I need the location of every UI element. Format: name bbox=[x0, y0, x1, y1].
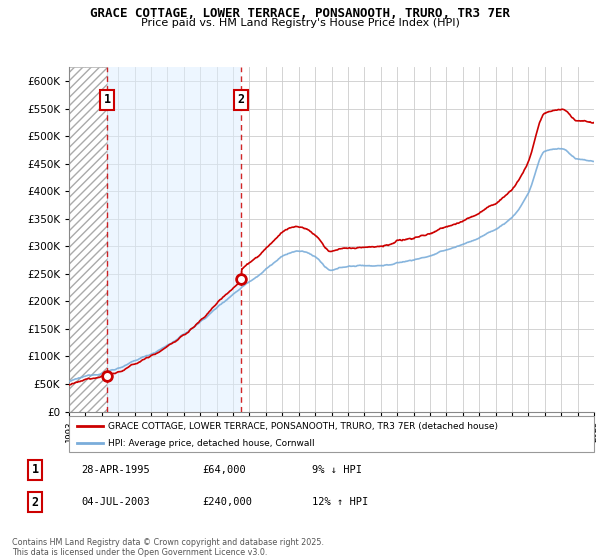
Text: £240,000: £240,000 bbox=[202, 497, 252, 507]
Text: 2: 2 bbox=[31, 496, 38, 508]
Text: 2: 2 bbox=[238, 94, 245, 106]
Text: 04-JUL-2003: 04-JUL-2003 bbox=[81, 497, 150, 507]
Text: GRACE COTTAGE, LOWER TERRACE, PONSANOOTH, TRURO, TR3 7ER (detached house): GRACE COTTAGE, LOWER TERRACE, PONSANOOTH… bbox=[109, 422, 499, 431]
Text: 1: 1 bbox=[104, 94, 110, 106]
Text: £64,000: £64,000 bbox=[202, 465, 246, 475]
Bar bbox=[69, 67, 107, 412]
Text: GRACE COTTAGE, LOWER TERRACE, PONSANOOTH, TRURO, TR3 7ER: GRACE COTTAGE, LOWER TERRACE, PONSANOOTH… bbox=[90, 7, 510, 20]
Text: 12% ↑ HPI: 12% ↑ HPI bbox=[311, 497, 368, 507]
Text: 9% ↓ HPI: 9% ↓ HPI bbox=[311, 465, 362, 475]
Text: Price paid vs. HM Land Registry's House Price Index (HPI): Price paid vs. HM Land Registry's House … bbox=[140, 18, 460, 29]
Bar bbox=[107, 67, 241, 412]
Text: 28-APR-1995: 28-APR-1995 bbox=[81, 465, 150, 475]
Text: HPI: Average price, detached house, Cornwall: HPI: Average price, detached house, Corn… bbox=[109, 439, 315, 448]
Text: 1: 1 bbox=[31, 463, 38, 477]
Text: Contains HM Land Registry data © Crown copyright and database right 2025.
This d: Contains HM Land Registry data © Crown c… bbox=[12, 538, 324, 557]
